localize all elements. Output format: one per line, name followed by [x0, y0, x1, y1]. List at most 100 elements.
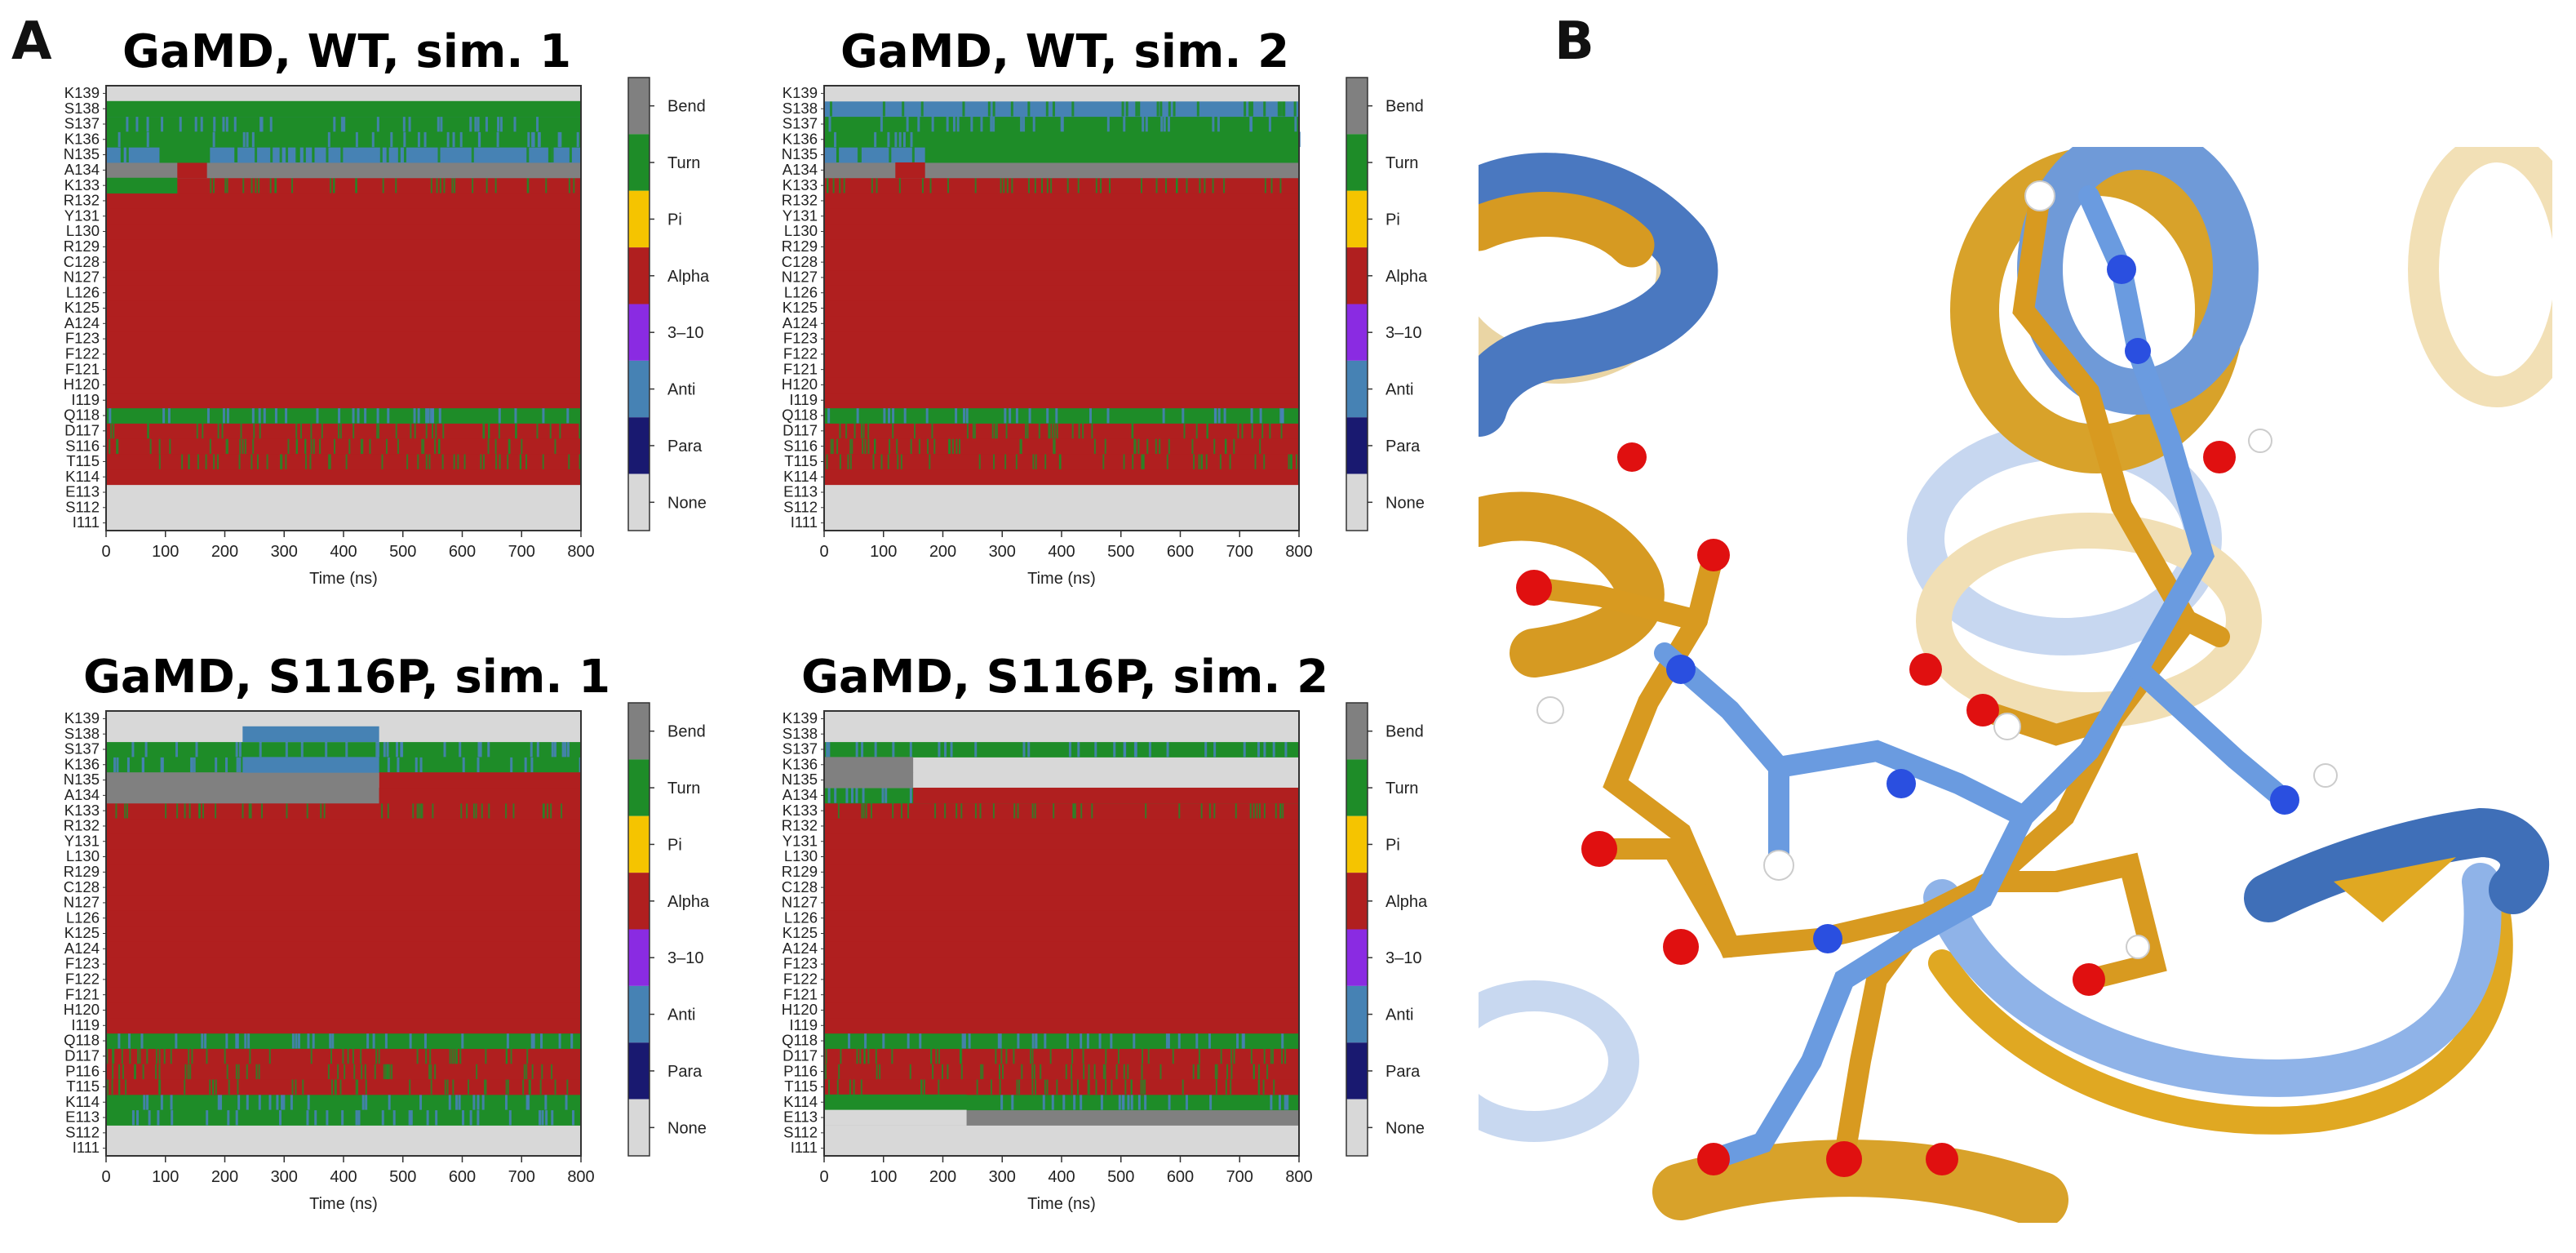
- legend-frame: [627, 77, 650, 531]
- fluctuation-mark: [461, 1109, 464, 1126]
- fluctuation-mark: [881, 787, 885, 803]
- fluctuation-mark: [477, 1109, 480, 1126]
- fluctuation-mark: [1105, 1079, 1107, 1095]
- fluctuation-mark: [1241, 423, 1244, 439]
- fluctuation-mark: [419, 757, 423, 773]
- fluctuation-mark: [856, 407, 859, 424]
- fluctuation-mark: [1214, 407, 1217, 424]
- row-S116: [106, 438, 581, 455]
- legend-swatch: [628, 417, 650, 474]
- row-D117: [824, 423, 1299, 439]
- fluctuation-mark: [303, 147, 306, 162]
- x-tick-label: 400: [330, 1168, 357, 1186]
- fluctuation-mark: [861, 741, 864, 758]
- fluctuation-mark: [506, 1033, 509, 1049]
- fluctuation-mark: [561, 741, 565, 758]
- fluctuation-mark: [1270, 177, 1273, 193]
- fluctuation-mark: [235, 741, 238, 758]
- fluctuation-mark: [1130, 1094, 1133, 1110]
- fluctuation-mark: [1127, 1094, 1130, 1110]
- event-segment: [159, 147, 211, 163]
- fluctuation-mark: [158, 438, 161, 455]
- fluctuation-mark: [1225, 1079, 1227, 1095]
- fluctuation-mark: [962, 100, 965, 117]
- legend-swatch: [1346, 759, 1368, 816]
- residue-label: F121: [783, 985, 818, 1002]
- fluctuation-mark: [395, 177, 397, 193]
- fluctuation-mark: [259, 423, 261, 439]
- residue-label: K136: [64, 130, 100, 147]
- fluctuation-mark: [306, 1109, 309, 1126]
- fluctuation-mark: [474, 116, 477, 132]
- fluctuation-mark: [974, 802, 977, 819]
- residue-label: N127: [782, 269, 818, 286]
- fluctuation-mark: [420, 802, 423, 819]
- residue-label: F122: [65, 345, 100, 362]
- fluctuation-mark: [499, 116, 503, 132]
- fluctuation-mark: [409, 1079, 411, 1095]
- fluctuation-mark: [938, 1048, 940, 1064]
- row-K114: [106, 1094, 581, 1111]
- fluctuation-mark: [388, 1064, 391, 1080]
- fluctuation-mark: [1053, 802, 1055, 819]
- fluctuation-mark: [973, 423, 976, 439]
- legend-label: 3–10: [1386, 324, 1422, 342]
- fluctuation-mark: [1117, 1048, 1120, 1064]
- fluctuation-mark: [252, 438, 255, 455]
- fluctuation-mark: [867, 1048, 870, 1064]
- fluctuation-mark: [338, 407, 341, 424]
- residue-label: T115: [66, 1077, 100, 1095]
- row-C128: [106, 254, 581, 271]
- fluctuation-mark: [554, 438, 556, 455]
- fluctuation-mark: [862, 423, 865, 439]
- fluctuation-mark: [876, 177, 878, 193]
- fluctuation-mark: [525, 454, 528, 469]
- fluctuation-mark: [285, 741, 288, 758]
- fluctuation-mark: [438, 407, 441, 424]
- fluctuation-mark: [1122, 1094, 1125, 1110]
- fluctuation-mark: [911, 147, 915, 162]
- fluctuation-mark: [268, 1094, 272, 1110]
- fluctuation-mark: [1216, 1064, 1218, 1080]
- fluctuation-mark: [838, 1064, 840, 1080]
- fluctuation-mark: [579, 454, 581, 469]
- fluctuation-mark: [452, 131, 455, 148]
- fluctuation-mark: [477, 1094, 480, 1110]
- fluctuation-mark: [189, 1064, 192, 1080]
- fluctuation-mark: [437, 116, 440, 132]
- fluctuation-mark: [1192, 1064, 1195, 1080]
- fluctuation-mark: [124, 802, 126, 819]
- fluctuation-mark: [525, 1094, 529, 1110]
- fluctuation-mark: [827, 407, 831, 424]
- fluctuation-mark: [1269, 423, 1271, 439]
- fluctuation-mark: [1013, 1048, 1015, 1064]
- legend-swatch: [1346, 929, 1368, 986]
- fluctuation-mark: [426, 1109, 429, 1126]
- fluctuation-mark: [1115, 1064, 1118, 1080]
- fluctuation-mark: [238, 454, 241, 469]
- fluctuation-mark: [488, 423, 490, 439]
- fluctuation-mark: [1132, 454, 1134, 469]
- fluctuation-mark: [1167, 116, 1170, 132]
- fluctuation-mark: [290, 1094, 293, 1110]
- fluctuation-mark: [1206, 423, 1208, 439]
- legend-swatch: [1346, 247, 1368, 304]
- fluctuation-mark: [443, 741, 446, 758]
- fluctuation-mark: [242, 131, 246, 148]
- fluctuation-mark: [159, 1079, 162, 1095]
- x-tick-label: 500: [1107, 543, 1134, 561]
- fluctuation-mark: [571, 1109, 574, 1126]
- x-tick-label: 0: [819, 1168, 828, 1186]
- fluctuation-mark: [246, 1064, 248, 1080]
- fluctuation-mark: [1065, 1064, 1067, 1080]
- fluctuation-mark: [1264, 177, 1266, 193]
- fluctuation-mark: [357, 407, 360, 424]
- fluctuation-mark: [990, 1079, 992, 1095]
- fluctuation-mark: [1093, 1064, 1096, 1080]
- fluctuation-mark: [570, 1033, 574, 1049]
- row-Q118: [106, 407, 581, 424]
- x-tick-label: 0: [819, 543, 828, 561]
- fluctuation-mark: [140, 1033, 144, 1049]
- fluctuation-mark: [1282, 100, 1285, 117]
- fluctuation-mark: [222, 116, 225, 132]
